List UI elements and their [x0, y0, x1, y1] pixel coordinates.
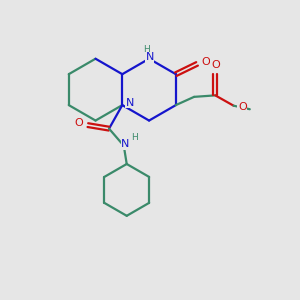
Text: N: N [146, 52, 154, 62]
Text: N: N [121, 139, 129, 149]
Text: H: H [143, 45, 150, 54]
Text: O: O [201, 57, 210, 67]
Text: H: H [131, 133, 137, 142]
Text: N: N [125, 98, 134, 108]
Text: O: O [211, 60, 220, 70]
Text: O: O [75, 118, 83, 128]
Text: O: O [238, 102, 247, 112]
